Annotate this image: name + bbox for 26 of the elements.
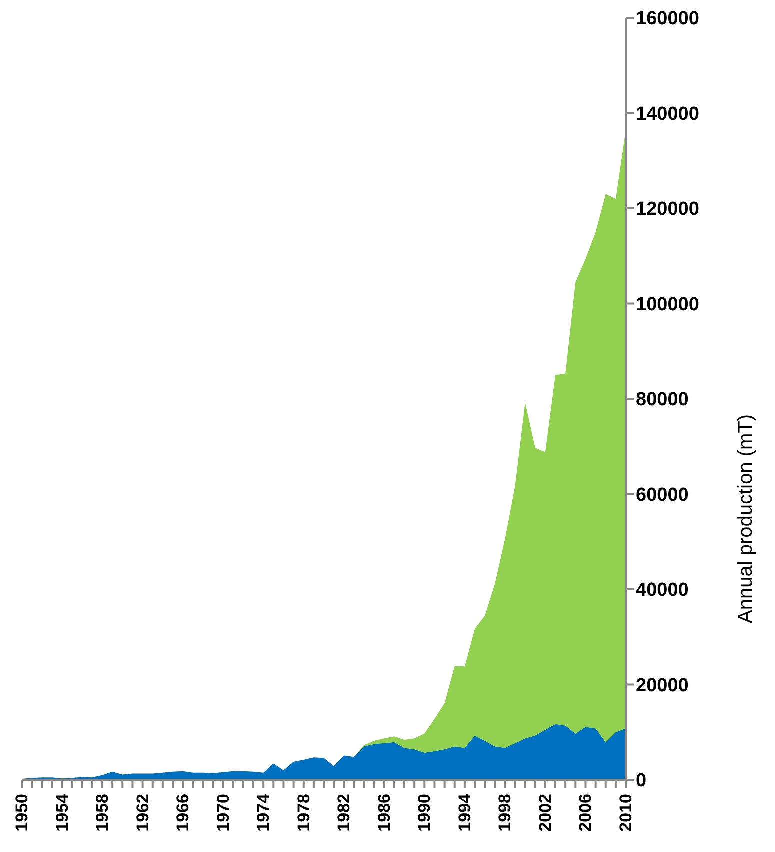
y-tick-label: 160000 — [636, 8, 700, 30]
x-tick-label: 1958 — [93, 794, 112, 832]
y-tick-label: 120000 — [636, 199, 700, 220]
x-tick-label: 2006 — [576, 794, 596, 832]
y-tick-label: 0 — [636, 770, 647, 792]
x-tick-label: 1966 — [174, 794, 193, 832]
y-tick-label: 20000 — [636, 675, 689, 696]
x-tick-label: 1982 — [334, 794, 354, 832]
x-tick-label: 1954 — [52, 793, 72, 832]
x-tick-label: 1970 — [214, 794, 233, 832]
y-axis-title: Annual production (mT) — [735, 414, 758, 624]
x-tick-label: 1978 — [294, 794, 314, 832]
y-tick-label: 60000 — [636, 484, 689, 506]
x-tick-label: 1962 — [133, 794, 152, 832]
x-tick-label: 1986 — [374, 794, 394, 832]
y-tick-label: 100000 — [636, 294, 700, 316]
x-tick-label: 2010 — [616, 794, 636, 832]
y-tick-label: 40000 — [636, 580, 689, 602]
x-tick-label: 1990 — [415, 794, 434, 832]
y-tick-label: 80000 — [636, 390, 689, 411]
x-tick-label: 2002 — [536, 794, 555, 832]
x-tick-label: 1950 — [12, 794, 32, 832]
x-tick-label: 1974 — [254, 793, 274, 832]
x-tick-label: 1994 — [455, 793, 474, 832]
y-tick-label: 140000 — [636, 104, 700, 125]
x-tick-label: 1998 — [496, 794, 515, 832]
